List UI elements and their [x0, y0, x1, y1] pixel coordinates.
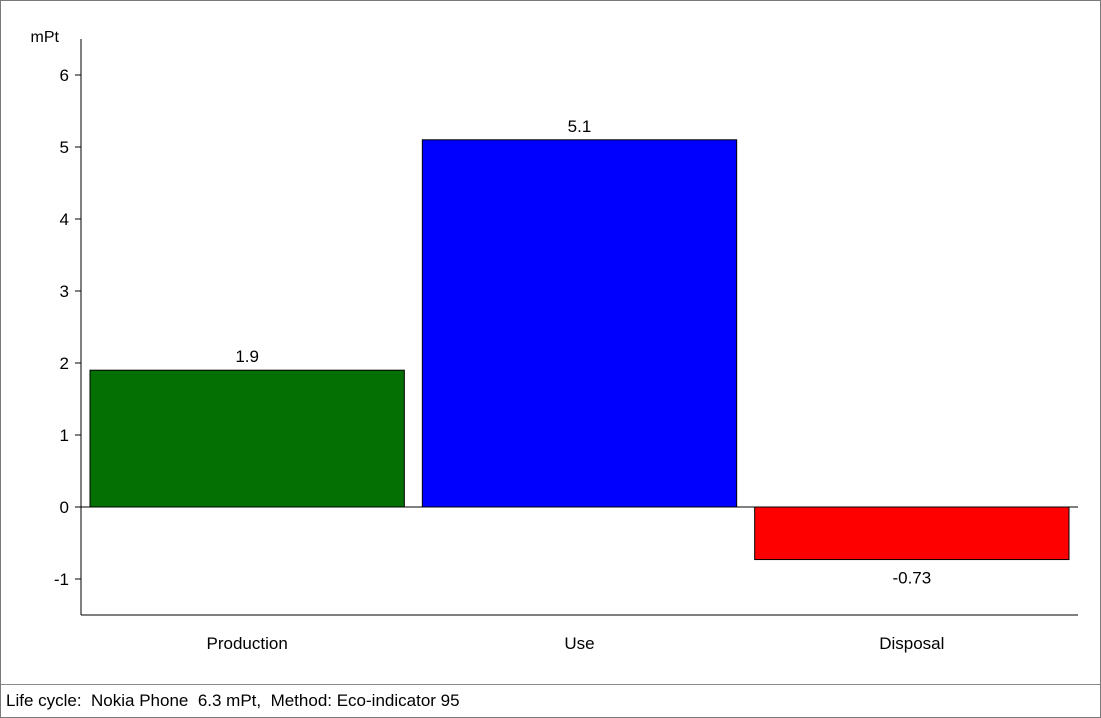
category-label: Use [564, 634, 594, 653]
y-tick-label: 2 [60, 354, 69, 373]
bar-use [421, 139, 738, 508]
value-label: 5.1 [568, 117, 592, 136]
bar-disposal [754, 506, 1070, 561]
x-axis-categories: Production Use Disposal [207, 634, 945, 653]
y-tick-label: 0 [60, 498, 69, 517]
chart-area: mPt -1 0 1 2 3 4 5 6 1.9 5.1 -0.73 Production Use D… [31, 29, 1078, 653]
value-label: -0.73 [892, 569, 931, 588]
value-label: 1.9 [235, 347, 259, 366]
y-tick-label: 1 [60, 426, 69, 445]
category-label: Production [207, 634, 288, 653]
bar-production [89, 369, 405, 508]
y-tick-label: 6 [60, 66, 69, 85]
y-tick-label: -1 [54, 570, 69, 589]
value-labels: 1.9 5.1 -0.73 [235, 117, 931, 588]
footer-divider [1, 684, 1100, 685]
category-label: Disposal [879, 634, 944, 653]
y-tick-label: 5 [60, 138, 69, 157]
y-axis-unit-label: mPt [31, 29, 60, 46]
y-axis-ticks: -1 0 1 2 3 4 5 6 [54, 66, 81, 589]
y-tick-label: 4 [60, 210, 69, 229]
bars [89, 139, 1070, 561]
footer-status-text: Life cycle: Nokia Phone 6.3 mPt, Method:… [6, 691, 460, 710]
y-tick-label: 3 [60, 282, 69, 301]
